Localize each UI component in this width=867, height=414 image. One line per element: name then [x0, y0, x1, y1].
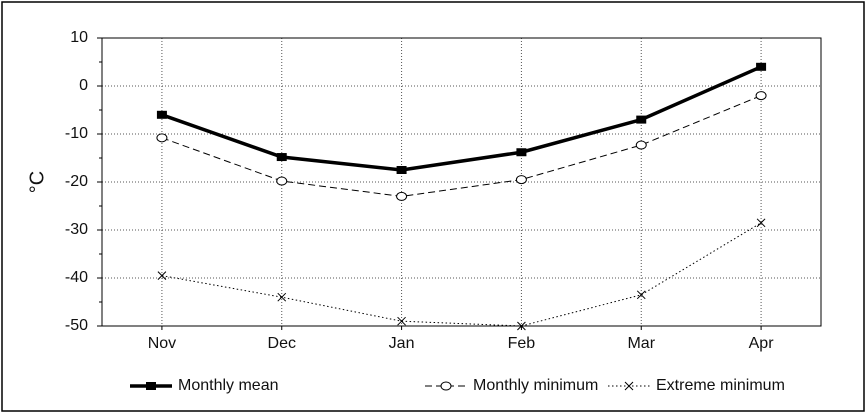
marker [755, 91, 767, 101]
marker [397, 316, 406, 326]
legend-marker [624, 381, 634, 391]
marker [276, 153, 287, 162]
marker [636, 290, 646, 300]
y-tick-label: 0 [79, 77, 88, 94]
plot-frame [101, 37, 822, 327]
legend-marker [440, 381, 452, 391]
legend-label: Extreme minimum [656, 377, 785, 394]
y-axis-label: °C [26, 171, 48, 193]
x-tick-label: Nov [148, 335, 176, 352]
y-tick-label: -20 [65, 173, 88, 190]
marker [277, 292, 287, 302]
marker [156, 110, 167, 119]
marker [756, 218, 766, 228]
marker [157, 271, 167, 280]
series-line [161, 65, 762, 172]
marker [517, 321, 526, 331]
marker [635, 140, 647, 150]
legend-marker [146, 382, 156, 390]
legend-label: Monthly minimum [473, 377, 598, 394]
marker [636, 115, 647, 124]
marker [156, 133, 168, 143]
y-tick-label: -10 [65, 125, 88, 142]
marker [276, 176, 288, 186]
y-tick-label: -50 [65, 317, 88, 334]
x-tick-label: Apr [749, 335, 775, 352]
y-tick-label: -40 [65, 269, 88, 286]
y-tick-label: 10 [70, 29, 88, 46]
marker [396, 191, 408, 201]
series-line [161, 222, 762, 327]
legend-label: Monthly mean [178, 377, 279, 394]
series-line [161, 95, 762, 197]
x-tick-label: Mar [627, 335, 655, 352]
marker [515, 175, 527, 185]
marker [516, 148, 527, 157]
x-tick-label: Dec [268, 335, 296, 352]
marker [756, 62, 767, 71]
x-tick-label: Feb [508, 335, 536, 352]
x-tick-label: Jan [389, 335, 415, 352]
y-tick-label: -30 [65, 221, 88, 238]
marker [396, 166, 407, 174]
